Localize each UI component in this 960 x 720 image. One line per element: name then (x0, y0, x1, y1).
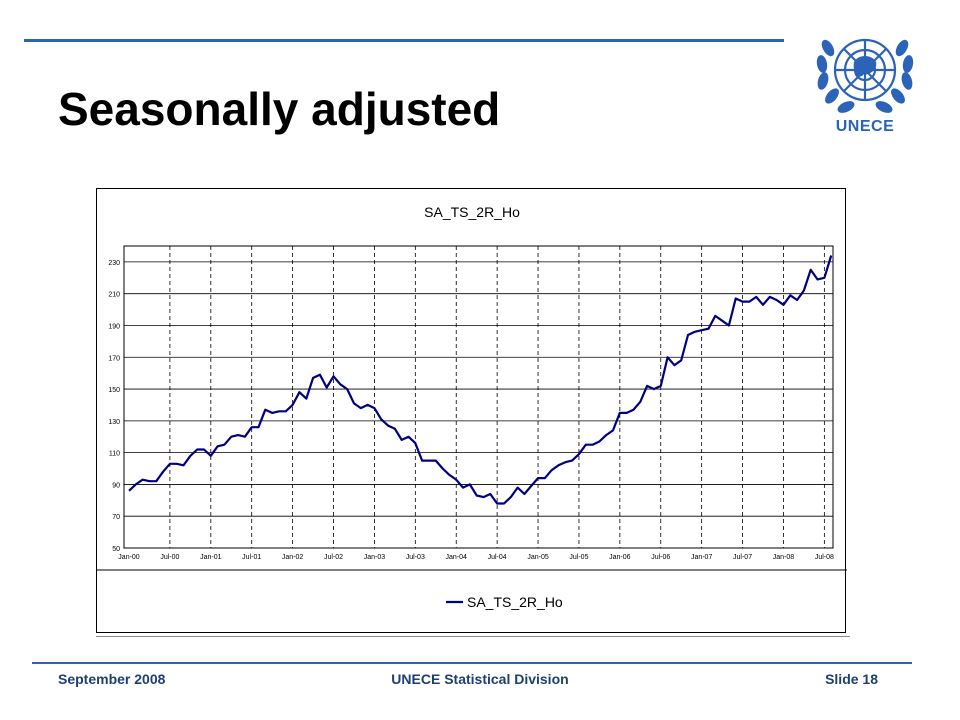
legend-label: SA_TS_2R_Ho (467, 594, 563, 610)
x-tick-label: Jan-07 (691, 554, 713, 561)
x-tick-label: Jul-05 (569, 554, 588, 561)
logo-text: UNECE (835, 118, 895, 135)
x-tick-label: Jul-08 (815, 554, 834, 561)
x-tick-label: Jan-03 (364, 554, 386, 561)
y-tick-label: 130 (108, 419, 120, 426)
x-tick-label: Jul-02 (324, 554, 343, 561)
y-tick-label: 230 (108, 260, 120, 267)
y-tick-label: 190 (108, 323, 120, 330)
footer-date: September 2008 (58, 671, 166, 687)
x-axis-ticks: Jan-00 Jul-00 Jan-01 Jul-01 Jan-02 Jul-02 Jan-… (118, 554, 834, 561)
x-tick-label: Jul-01 (242, 554, 261, 561)
x-tick-label: Jul-04 (488, 554, 507, 561)
y-tick-label: 170 (108, 355, 120, 362)
chart-frame: SA_TS_2R_Ho 50 70 90 110 130 150 170 190 210 230 … (96, 188, 847, 633)
y-tick-label: 210 (108, 292, 120, 299)
x-tick-label: Jul-06 (651, 554, 670, 561)
y-tick-label: 150 (108, 387, 120, 394)
x-tick-label: Jan-06 (609, 554, 631, 561)
plot-area (123, 245, 834, 549)
y-tick-label: 90 (112, 482, 120, 489)
x-tick-label: Jan-08 (773, 554, 795, 561)
footer-organization: UNECE Statistical Division (391, 671, 569, 687)
y-tick-label: 110 (109, 451, 120, 458)
x-tick-label: Jul-07 (733, 554, 752, 561)
y-tick-label: 50 (112, 546, 120, 553)
footer-slide-number: Slide 18 (825, 671, 878, 687)
un-emblem-icon (816, 38, 914, 113)
y-tick-label: 70 (112, 514, 120, 521)
unece-logo: UNECE (806, 18, 924, 142)
slide-title: Seasonally adjusted (58, 83, 501, 135)
y-axis-ticks: 50 70 90 110 130 150 170 190 210 230 (108, 260, 120, 553)
x-tick-label: Jan-05 (527, 554, 549, 561)
x-tick-label: Jan-00 (118, 554, 140, 561)
line-chart: SA_TS_2R_Ho 507090110130150170190210230 … (97, 204, 847, 610)
bottom-rule (32, 662, 912, 664)
x-tick-label: Jul-03 (406, 554, 425, 561)
legend: SA_TS_2R_Ho (446, 594, 563, 610)
top-rule (24, 39, 784, 42)
chart-title: SA_TS_2R_Ho (424, 204, 520, 220)
grid-layer (124, 246, 833, 549)
x-tick-label: Jan-02 (282, 554, 304, 561)
series-line (128, 255, 833, 505)
chart-frame-shadow (96, 636, 850, 637)
x-tick-label: Jul-00 (160, 554, 179, 561)
x-tick-label: Jan-04 (446, 554, 468, 561)
x-tick-label: Jan-01 (200, 554, 222, 561)
